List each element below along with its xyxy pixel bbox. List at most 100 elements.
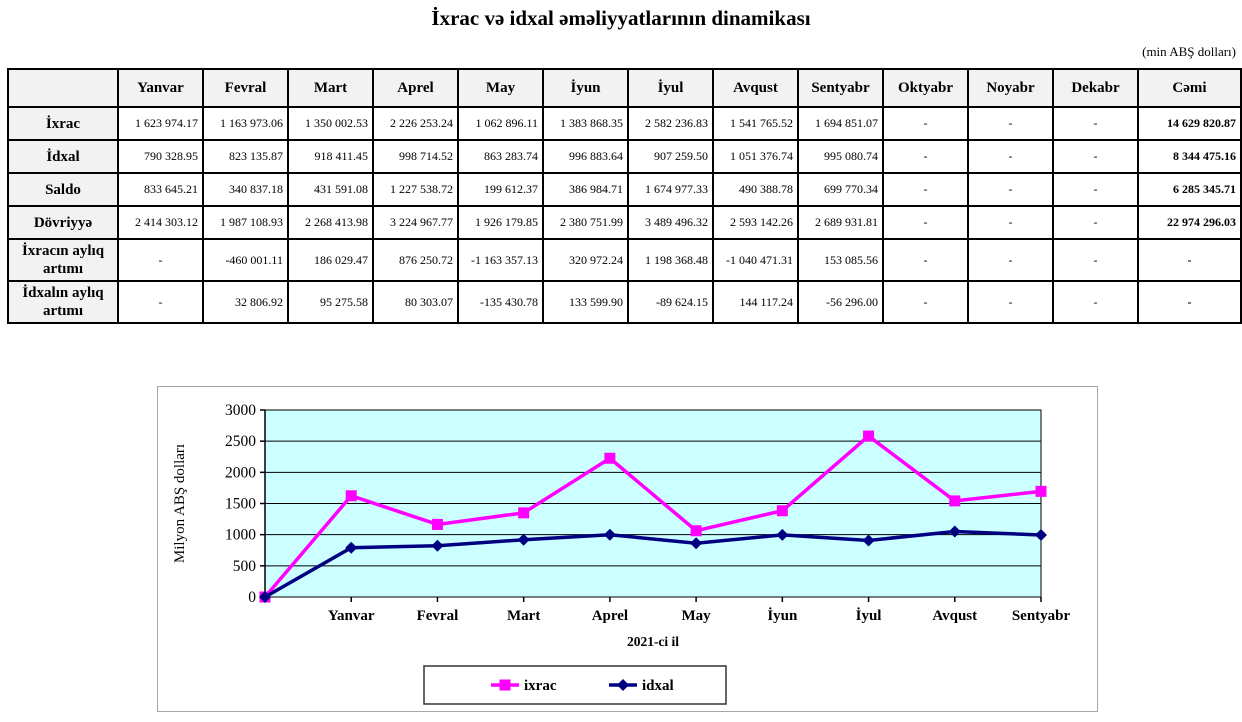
row-label: İdxal <box>7 139 119 174</box>
x-tick-label: Mart <box>507 608 540 624</box>
x-tick-label: Aprel <box>592 608 628 624</box>
table-cell: 490 388.78 <box>712 172 799 207</box>
ixrac-marker-icon <box>431 518 443 530</box>
y-tick-label: 0 <box>248 589 256 606</box>
column-header: Sentyabr <box>797 68 884 108</box>
table-cell: 431 591.08 <box>287 172 374 207</box>
column-header: Yanvar <box>117 68 204 108</box>
ixrac-series-line <box>263 433 1042 599</box>
table-cell: - <box>967 139 1054 174</box>
table-cell: -460 001.11 <box>202 238 289 282</box>
table-header: Yanvar Fevral Mart Aprel May İyun İyul Avqust Se… <box>7 68 1242 108</box>
ixrac-marker-icon <box>345 490 357 502</box>
table-row: İxracın aylıq artımı - -460 001.11 186 029.… <box>7 238 1242 282</box>
y-axis-title: Milyon ABŞ dolları <box>172 444 188 563</box>
legend-label: idxal <box>642 678 674 694</box>
table-cell: 386 984.71 <box>542 172 629 207</box>
x-tick-label: Yanvar <box>328 608 375 624</box>
table-cell: 790 328.95 <box>117 139 204 174</box>
table-cell: 2 268 413.98 <box>287 205 374 240</box>
table-row: İxrac 1 623 974.17 1 163 973.06 1 350 002.5… <box>7 106 1242 141</box>
y-tick-label: 1000 <box>225 527 256 544</box>
table-cell: 995 080.74 <box>797 139 884 174</box>
column-header: Cəmi <box>1137 68 1242 108</box>
table-cell: - <box>882 280 969 324</box>
table-cell: 996 883.64 <box>542 139 629 174</box>
table-cell: 95 275.58 <box>287 280 374 324</box>
table-cell: 2 593 142.26 <box>712 205 799 240</box>
table-cell: 1 062 896.11 <box>457 106 544 141</box>
column-header: Aprel <box>372 68 459 108</box>
table-cell: 199 612.37 <box>457 172 544 207</box>
table-cell: 1 227 538.72 <box>372 172 459 207</box>
ixrac-marker-icon <box>604 452 616 464</box>
table-cell: 2 226 253.24 <box>372 106 459 141</box>
column-header: İyul <box>627 68 714 108</box>
column-header: Fevral <box>202 68 289 108</box>
legend-box <box>423 665 727 705</box>
table-cell: 186 029.47 <box>287 238 374 282</box>
column-header: Dekabr <box>1052 68 1139 108</box>
table-cell: - <box>117 280 204 324</box>
column-header: May <box>457 68 544 108</box>
table-cell: -1 040 471.31 <box>712 238 799 282</box>
idxal-marker-icon <box>690 537 703 550</box>
ixrac-marker-icon <box>863 430 875 442</box>
table-cell: 918 411.45 <box>287 139 374 174</box>
table-cell: 1 623 974.17 <box>117 106 204 141</box>
table-cell: 14 629 820.87 <box>1137 106 1242 141</box>
idxal-marker-icon <box>862 534 875 547</box>
table-cell: 998 714.52 <box>372 139 459 174</box>
table-row: Dövriyyə 2 414 303.12 1 987 108.93 2 268 41… <box>7 205 1242 240</box>
table-cell: 32 806.92 <box>202 280 289 324</box>
table-cell: - <box>1052 205 1139 240</box>
idxal-marker-icon <box>345 541 358 554</box>
table-cell: 1 987 108.93 <box>202 205 289 240</box>
table-cell: - <box>967 172 1054 207</box>
x-tick-label: Avqust <box>932 608 977 624</box>
page-title: İxrac və idxal əməliyyatlarının dinamika… <box>431 6 811 30</box>
table-cell: 340 837.18 <box>202 172 289 207</box>
table-cell: -1 163 357.13 <box>457 238 544 282</box>
table-cell: - <box>1052 139 1139 174</box>
x-tick-label: May <box>682 608 712 624</box>
table-cell: 133 599.90 <box>542 280 629 324</box>
idxal-marker-icon <box>1035 528 1047 541</box>
table-cell: - <box>1052 238 1139 282</box>
table-cell: -89 624.15 <box>627 280 714 324</box>
idxal-series-line <box>264 529 1042 599</box>
idxal-marker-icon <box>948 525 961 538</box>
table-cell: 2 582 236.83 <box>627 106 714 141</box>
table-cell: - <box>967 205 1054 240</box>
row-label: İdxalın aylıq artımı <box>7 280 119 324</box>
table-cell: - <box>1052 280 1139 324</box>
table-cell: - <box>882 172 969 207</box>
table-cell: 3 224 967.77 <box>372 205 459 240</box>
table-cell: - <box>967 280 1054 324</box>
table-cell: 2 380 751.99 <box>542 205 629 240</box>
table-cell: 2 689 931.81 <box>797 205 884 240</box>
column-header: Mart <box>287 68 374 108</box>
table-cell: 3 489 496.32 <box>627 205 714 240</box>
table-cell: - <box>117 238 204 282</box>
row-label: İxrac <box>7 106 119 141</box>
column-header <box>7 68 119 108</box>
ixrac-marker-icon <box>949 495 961 507</box>
table-cell: 1 694 851.07 <box>797 106 884 141</box>
table-cell: - <box>882 205 969 240</box>
table-row: İdxalın aylıq artımı -32 806.92 95 275.58 8… <box>7 280 1242 324</box>
table-cell: 22 974 296.03 <box>1137 205 1242 240</box>
table-cell: - <box>967 238 1054 282</box>
table-cell: - <box>1137 238 1242 282</box>
table-cell: 876 250.72 <box>372 238 459 282</box>
row-label: Dövriyyə <box>7 205 119 240</box>
idxal-marker-icon <box>517 533 530 546</box>
chart: 0 500 1000 1500 2000 2500 3000 Yanvar Fevral Mart… <box>157 386 1098 712</box>
table-cell: - <box>1052 106 1139 141</box>
y-tick-label: 500 <box>233 558 257 575</box>
table-cell: 1 383 868.35 <box>542 106 629 141</box>
x-axis-title: 2021-ci il <box>627 634 679 649</box>
table-row: Saldo 833 645.21 340 837.18 431 591.08 1 227… <box>7 172 1242 207</box>
column-header: Oktyabr <box>882 68 969 108</box>
